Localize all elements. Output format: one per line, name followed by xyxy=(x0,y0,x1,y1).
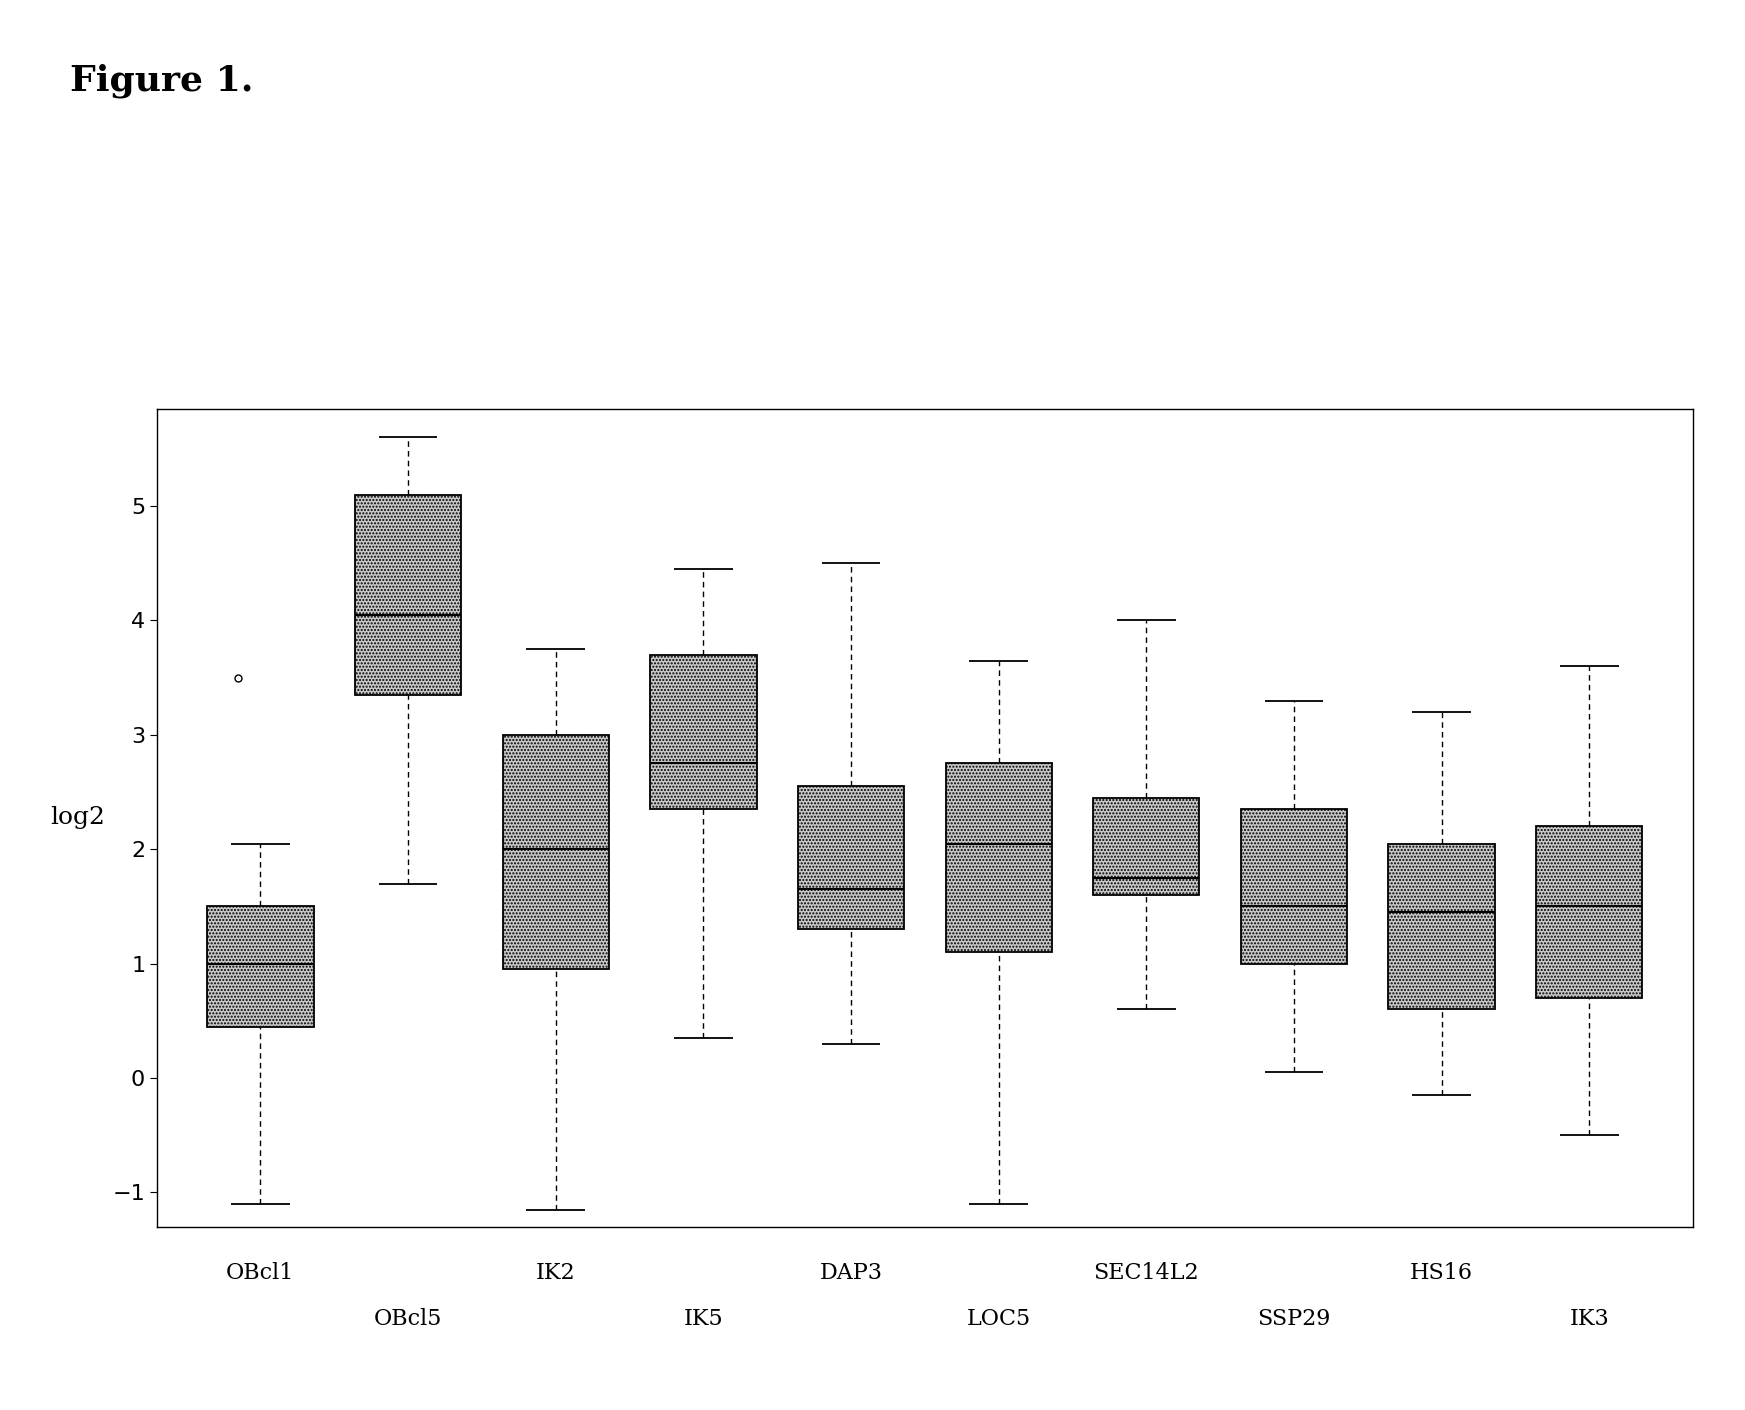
Text: HS16: HS16 xyxy=(1410,1262,1473,1285)
Text: IK5: IK5 xyxy=(684,1308,722,1331)
Text: OBcl1: OBcl1 xyxy=(227,1262,295,1285)
Y-axis label: log2: log2 xyxy=(51,807,105,829)
Text: Figure 1.: Figure 1. xyxy=(70,63,253,97)
Text: IK3: IK3 xyxy=(1569,1308,1609,1331)
Bar xyxy=(354,495,461,695)
Text: OBcl5: OBcl5 xyxy=(373,1308,441,1331)
Bar xyxy=(1536,826,1642,998)
Bar xyxy=(503,735,609,969)
Bar xyxy=(946,763,1052,952)
Bar xyxy=(208,907,314,1026)
Bar xyxy=(651,654,757,809)
Bar xyxy=(1092,798,1199,895)
Text: DAP3: DAP3 xyxy=(820,1262,883,1285)
Text: SSP29: SSP29 xyxy=(1258,1308,1331,1331)
Text: LOC5: LOC5 xyxy=(967,1308,1031,1331)
Text: IK2: IK2 xyxy=(536,1262,576,1285)
Bar xyxy=(1241,809,1347,963)
Text: SEC14L2: SEC14L2 xyxy=(1094,1262,1199,1285)
Bar xyxy=(1389,843,1495,1010)
Bar xyxy=(797,787,904,929)
